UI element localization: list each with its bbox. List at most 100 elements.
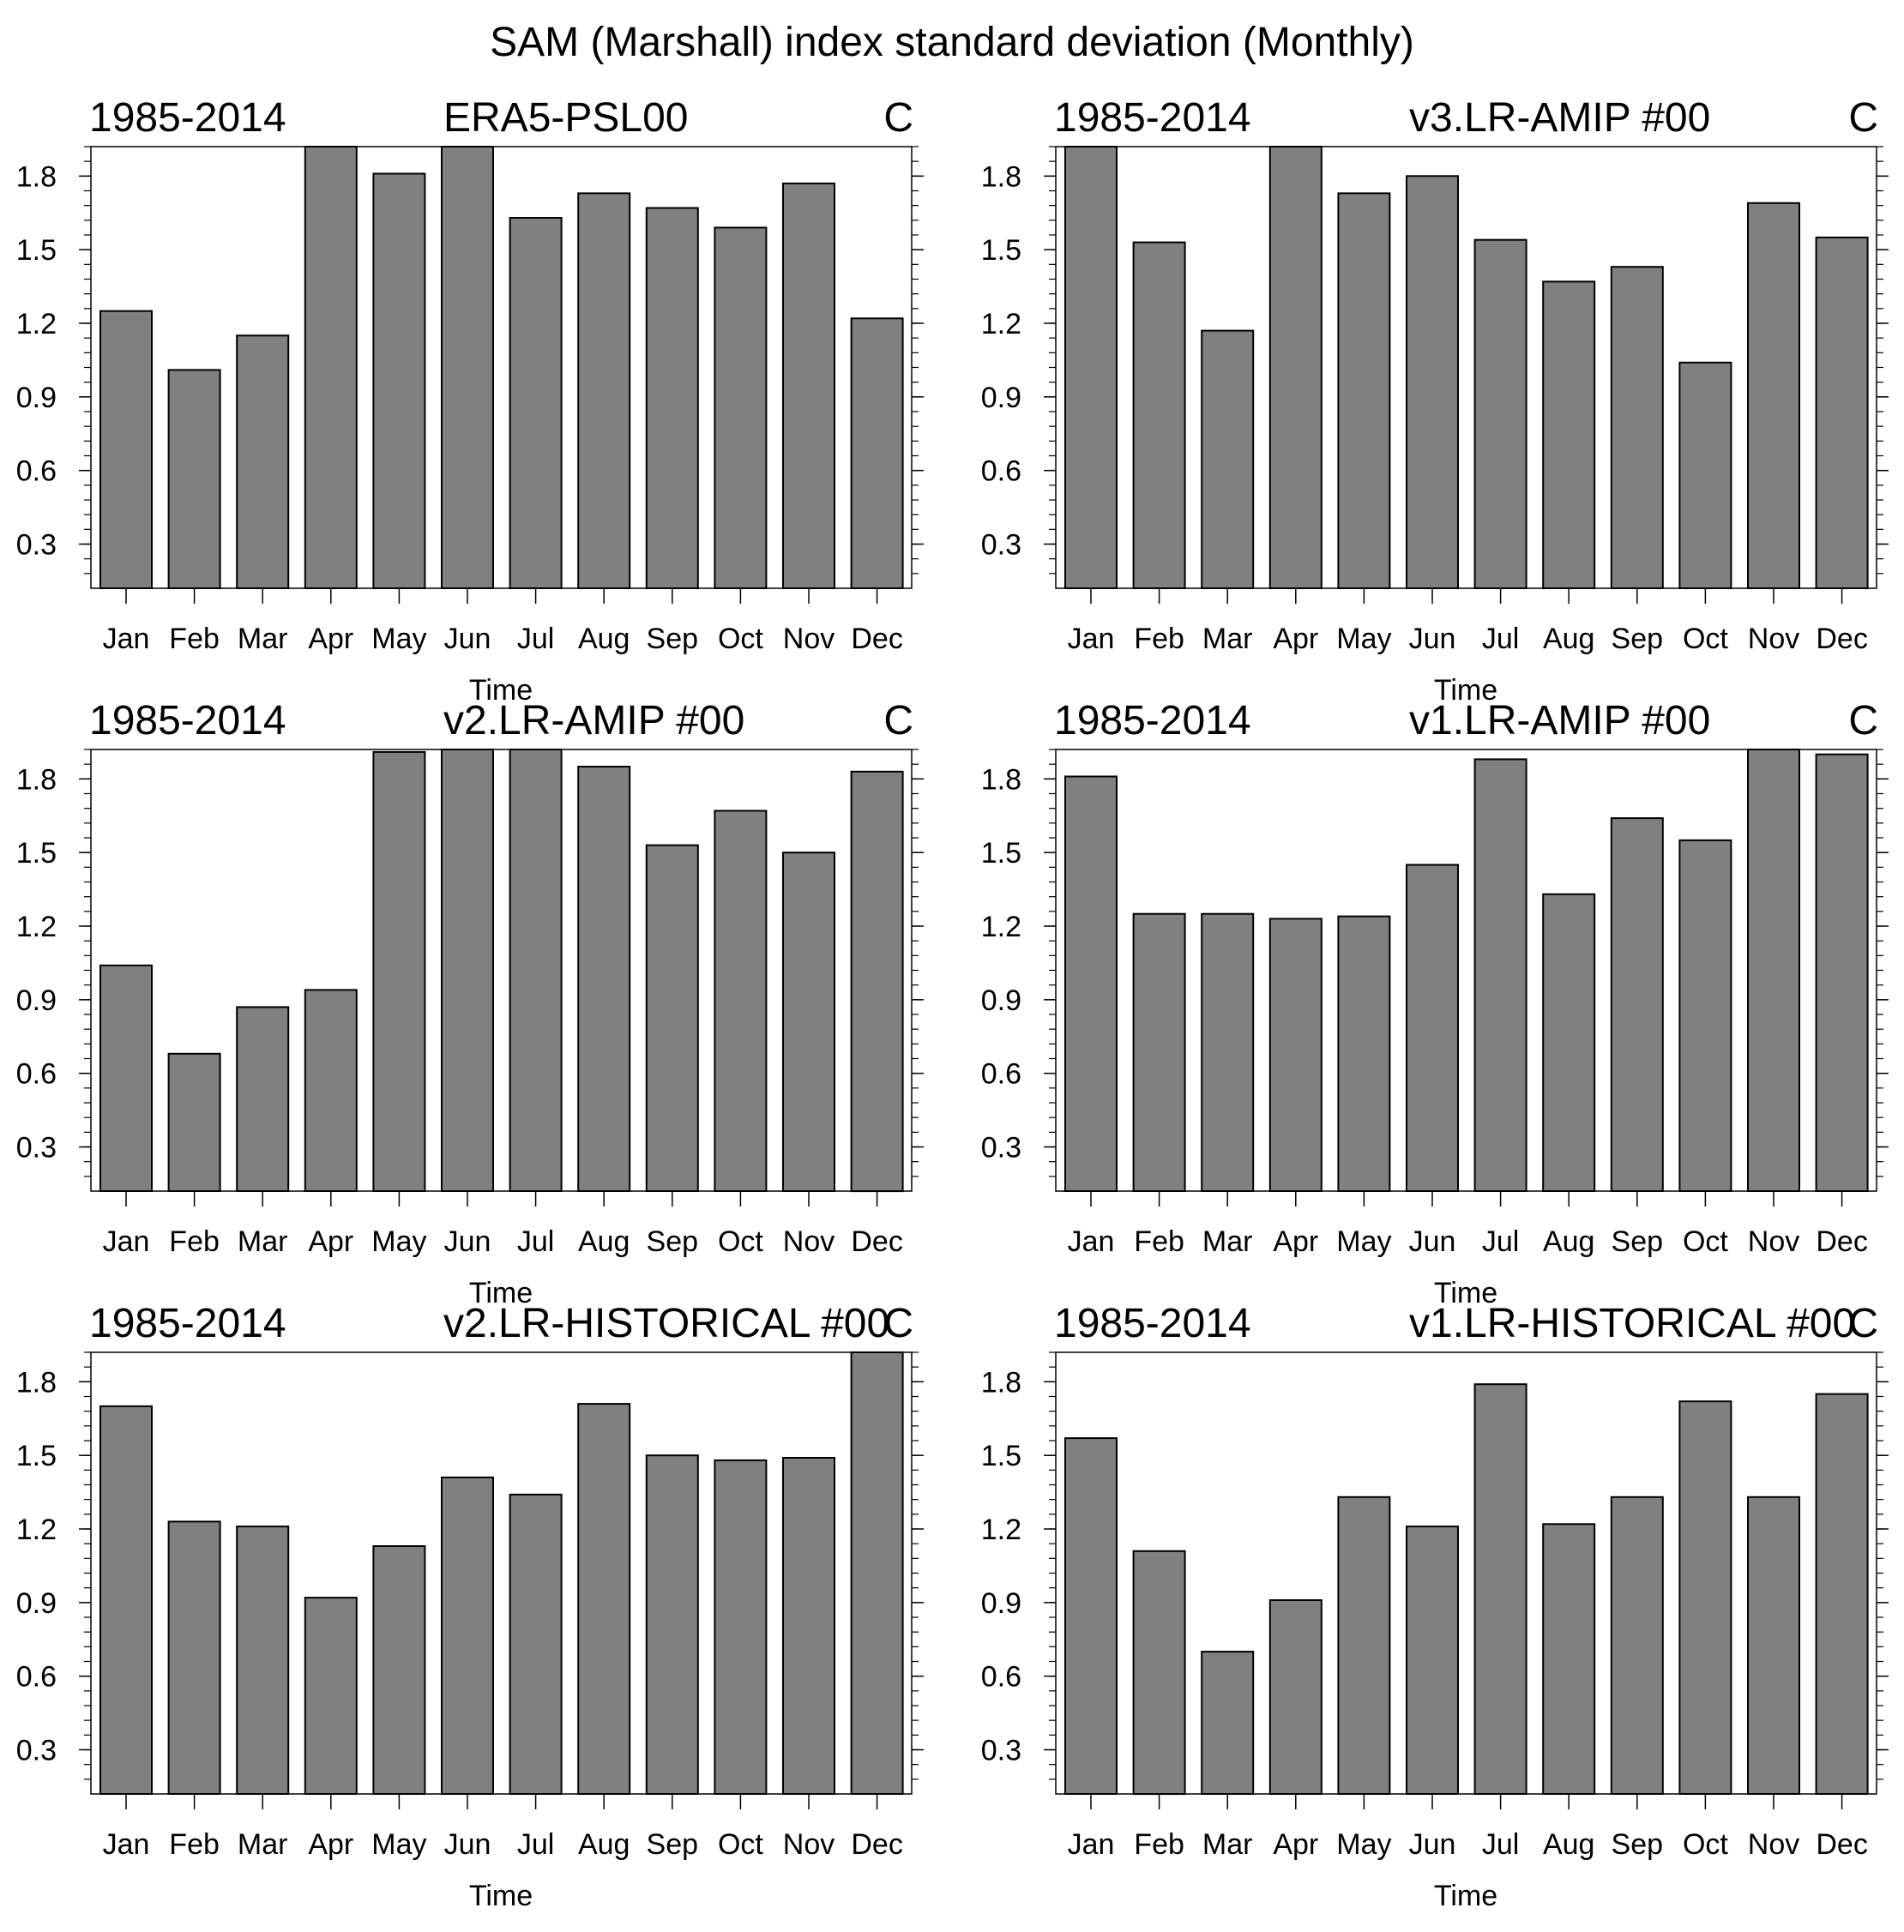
bar	[850, 317, 904, 589]
x-tick-label: Aug	[1543, 1828, 1595, 1861]
bar	[167, 1520, 221, 1796]
bar	[304, 989, 358, 1193]
bar	[509, 217, 563, 589]
x-axis-label: Time	[1434, 674, 1497, 707]
bar	[441, 146, 494, 589]
x-axis-label: Time	[469, 674, 533, 707]
bar	[1815, 1393, 1869, 1795]
bar	[1747, 749, 1800, 1192]
x-tick-label: Feb	[1134, 1225, 1184, 1258]
y-tick-label: 1.8	[16, 1366, 57, 1399]
bar	[1678, 1400, 1732, 1795]
x-tick-label: Oct	[718, 1225, 763, 1258]
y-tick-label: 1.5	[16, 234, 57, 267]
x-tick-label: Feb	[169, 623, 220, 655]
y-tick-label: 0.9	[981, 382, 1021, 414]
bar	[372, 172, 426, 589]
x-tick-label: Jul	[517, 1828, 554, 1861]
bar	[1201, 912, 1255, 1192]
panel-period-label: 1985-2014	[1054, 1301, 1251, 1346]
x-tick-label: Nov	[783, 1225, 835, 1258]
bar	[645, 207, 699, 589]
bar	[1268, 146, 1323, 589]
panel-title: v2.LR-HISTORICAL #00	[443, 1301, 889, 1346]
x-tick-label: Jan	[103, 1828, 150, 1861]
chart-panel: 1985-2014 v1.LR-AMIP #00 C 0.3 0.6 0.9 1.2 1.5 1…	[981, 698, 1889, 1309]
bar	[1064, 146, 1118, 589]
x-tick-label: Sep	[647, 623, 699, 655]
bar	[782, 182, 835, 589]
y-tick-label: 1.8	[981, 1366, 1021, 1399]
panel-title: v3.LR-AMIP #00	[1409, 95, 1710, 141]
x-tick-label: Mar	[1202, 1225, 1253, 1258]
bar	[782, 852, 835, 1192]
y-tick-label: 0.6	[16, 1058, 57, 1091]
x-tick-label: Aug	[578, 1225, 630, 1258]
x-tick-label: Nov	[1748, 623, 1799, 655]
x-tick-label: Jan	[103, 623, 150, 655]
chart-panel: 1985-2014 ERA5-PSL00 C 0.3 0.6 0.9 1.2 1.5 1.8 Ja…	[16, 95, 924, 707]
x-tick-label: Mar	[238, 1225, 288, 1258]
x-tick-label: Oct	[1683, 1225, 1728, 1258]
bar	[645, 1454, 699, 1795]
bar	[372, 1545, 426, 1795]
x-tick-label: Dec	[1816, 1828, 1867, 1861]
y-tick-label: 0.3	[16, 1735, 57, 1767]
panel-unit-label: C	[883, 1301, 913, 1346]
y-tick-label: 0.3	[981, 1132, 1021, 1165]
y-tick-label: 1.8	[16, 763, 57, 796]
y-tick-label: 1.8	[16, 160, 57, 193]
bar	[1678, 839, 1732, 1193]
bar	[167, 1052, 221, 1193]
x-tick-label: Jan	[1068, 623, 1115, 655]
bar	[1064, 775, 1118, 1192]
x-tick-label: Sep	[1612, 623, 1664, 655]
x-tick-label: Dec	[851, 1225, 902, 1258]
x-tick-label: Nov	[1748, 1225, 1799, 1258]
bar	[1337, 915, 1391, 1192]
x-tick-label: Mar	[238, 623, 288, 655]
y-tick-label: 0.6	[981, 455, 1021, 488]
x-axis-label: Time	[1434, 1277, 1497, 1309]
y-tick-label: 1.2	[981, 911, 1021, 943]
x-tick-label: Jan	[103, 1225, 150, 1258]
x-tick-label: Jul	[1482, 623, 1519, 655]
bar	[1747, 202, 1800, 590]
x-tick-label: Oct	[718, 623, 763, 655]
bar	[1542, 893, 1596, 1193]
chart-panel: 1985-2014 v2.LR-AMIP #00 C 0.3 0.6 0.9 1.2 1.5 1…	[16, 698, 924, 1309]
x-tick-label: May	[1336, 1225, 1391, 1258]
panel-period-label: 1985-2014	[89, 95, 286, 141]
x-tick-label: Oct	[718, 1828, 763, 1861]
x-tick-label: Jun	[1409, 1225, 1456, 1258]
bar	[1132, 912, 1186, 1192]
y-tick-label: 1.5	[981, 234, 1021, 267]
bar	[714, 1459, 768, 1796]
figure-title: SAM (Marshall) index standard deviation …	[490, 20, 1414, 65]
y-tick-label: 1.2	[981, 308, 1021, 340]
chart-panel: 1985-2014 v2.LR-HISTORICAL #00C 0.3 0.6 0.9 1…	[16, 1301, 924, 1912]
x-axis-label: Time	[469, 1880, 533, 1912]
bar	[850, 1351, 904, 1795]
x-tick-label: Dec	[851, 1828, 902, 1861]
x-tick-label: Jun	[1409, 1828, 1456, 1861]
y-tick-label: 0.9	[16, 382, 57, 414]
x-tick-label: Dec	[851, 623, 902, 655]
panel-period-label: 1985-2014	[1054, 698, 1251, 743]
panel-title: ERA5-PSL00	[443, 95, 689, 141]
bar	[782, 1457, 835, 1795]
x-tick-label: Apr	[1273, 1828, 1318, 1861]
x-tick-label: Dec	[1816, 1225, 1867, 1258]
y-tick-label: 0.9	[16, 1587, 57, 1620]
x-tick-label: Feb	[1134, 623, 1184, 655]
bar	[1406, 864, 1459, 1192]
bar	[1815, 753, 1869, 1192]
bar	[577, 1403, 631, 1795]
x-tick-label: Apr	[1273, 1225, 1318, 1258]
panel-unit-label: C	[883, 698, 913, 743]
y-tick-label: 1.8	[981, 763, 1021, 796]
bar	[167, 369, 221, 589]
bar	[1473, 1383, 1527, 1795]
x-tick-label: Aug	[1543, 1225, 1595, 1258]
bar	[236, 1006, 290, 1193]
